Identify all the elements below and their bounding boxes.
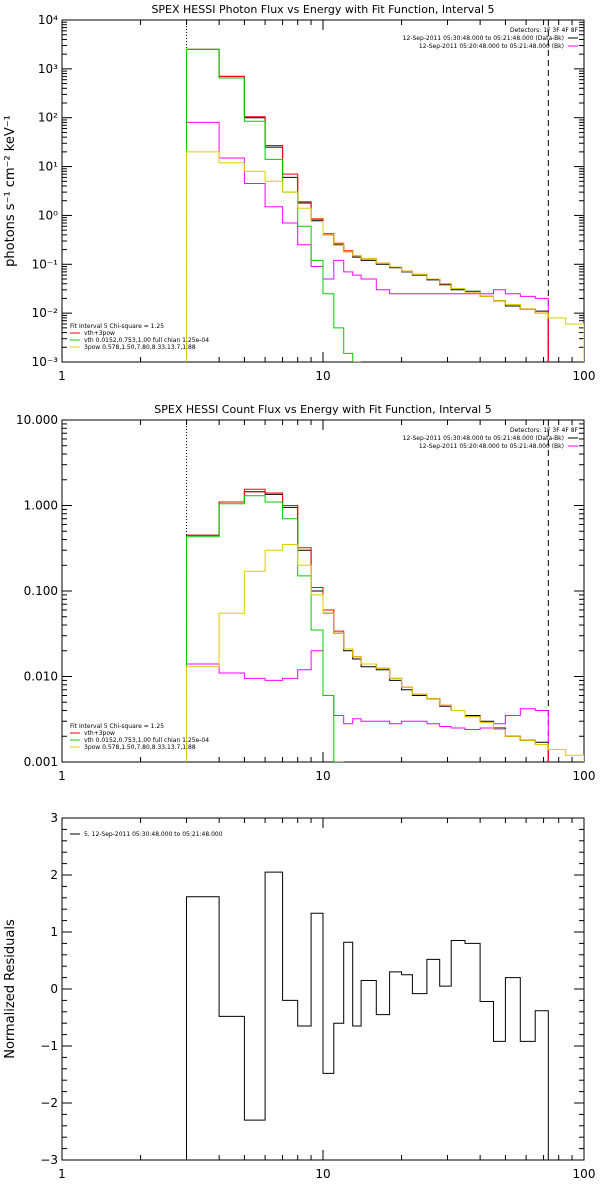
x-tick-label: 10 <box>315 1167 330 1181</box>
y-tick-label: 0 <box>50 982 58 996</box>
x-tick-label: 100 <box>573 1167 596 1181</box>
series-line-3pow <box>186 151 584 362</box>
chart-title: SPEX HESSI Count Flux vs Energy with Fit… <box>154 403 491 416</box>
series-group <box>186 488 584 762</box>
y-tick-label: 3 <box>50 811 58 825</box>
y-tick-label: 1 <box>50 925 58 939</box>
x-tick-label: 10 <box>315 769 330 783</box>
y-tick-label: 10.000 <box>16 413 58 427</box>
y-tick-label: 10⁻² <box>32 306 59 320</box>
series-group <box>186 871 549 1160</box>
y-tick-label: 10¹ <box>38 160 58 174</box>
legend-entry: 12-Sep-2011 05:30:48.000 to 05:21:48.000… <box>403 435 564 442</box>
y-tick-label: 10⁻¹ <box>32 257 59 271</box>
chart-title: SPEX HESSI Photon Flux vs Energy with Fi… <box>151 3 494 16</box>
legend-entry: 12-Sep-2011 05:20:48.000 to 05:21:48.000… <box>419 443 564 450</box>
plot-frame <box>61 19 585 363</box>
y-tick-label: 0.100 <box>24 584 58 598</box>
y-tick-label: −3 <box>40 1153 58 1167</box>
y-axis-label: Normalized Residuals <box>3 919 18 1059</box>
fit-legend-entry: vth 0.0152,0.753,1.00 full chian 1.25e-0… <box>84 337 209 344</box>
y-tick-label: 1.000 <box>24 499 58 513</box>
x-tick-label: 100 <box>573 369 596 383</box>
y-tick-label: 0.001 <box>24 755 58 769</box>
x-tick-label: 1 <box>58 769 66 783</box>
series-line-data-bk <box>186 48 549 362</box>
y-tick-label: 10⁻³ <box>32 355 59 369</box>
fit-legend-header: Fit Interval 5 Chi-square = 1.25 <box>70 723 164 730</box>
series-line-5-12-sep-2011-05-30-48-000-to-05-21-48-000 <box>186 871 549 1160</box>
legend-entry: 5, 12-Sep-2011 05:30:48.000 to 05:21:48.… <box>84 831 223 838</box>
series-group <box>186 48 584 362</box>
legend-entry: 12-Sep-2011 05:30:48.000 to 05:21:48.000… <box>403 35 564 42</box>
x-tick-label: 100 <box>573 769 596 783</box>
series-line-bk <box>186 650 549 762</box>
x-tick-label: 10 <box>315 369 330 383</box>
y-tick-label: −1 <box>40 1039 58 1053</box>
series-line-bk <box>186 121 549 362</box>
count-flux-panel: SPEX HESSI Count Flux vs Energy with Fit… <box>16 403 595 783</box>
y-tick-label: −2 <box>40 1096 58 1110</box>
y-tick-label: 10² <box>38 111 58 125</box>
x-tick-label: 1 <box>58 1167 66 1181</box>
y-tick-label: 2 <box>50 868 58 882</box>
legend-entry: 12-Sep-2011 05:20:48.000 to 05:21:48.000… <box>419 43 564 50</box>
series-line-3pow <box>186 544 584 762</box>
fit-legend-entry: vth+3pow <box>84 730 115 737</box>
residuals-panel: Normalized Residuals 1 10 100 −3 −2 −1 0 1 2 3 5, 1… <box>3 811 595 1181</box>
y-tick-label: 10⁰ <box>38 208 58 222</box>
legend-header: Detectors: 1F 3F 4F 8F <box>510 27 579 34</box>
x-tick-label: 1 <box>58 369 66 383</box>
series-line-vth <box>186 495 344 762</box>
photon-flux-panel: SPEX HESSI Photon Flux vs Energy with Fi… <box>3 3 595 383</box>
series-line-vth <box>186 48 362 362</box>
y-axis-label: photons s⁻¹ cm⁻² keV⁻¹ <box>3 115 18 267</box>
fit-legend-entry: vth+3pow <box>84 330 115 337</box>
legend-header: Detectors: 1F 3F 4F 8F <box>510 427 579 434</box>
fit-legend-entry: 3pow 0.578,1.50,7.80,8.33,13.7,1.88 <box>84 344 196 351</box>
series-line-vth-3pow <box>186 48 549 362</box>
y-tick-label: 10⁴ <box>38 13 58 27</box>
y-tick-label: 10³ <box>38 62 58 76</box>
fit-legend-entry: vth 0.0152,0.753,1.00 full chian 1.25e-0… <box>84 737 209 744</box>
fit-legend-entry: 3pow 0.578,1.50,7.80,8.33,13.7,1.88 <box>84 744 196 751</box>
y-tick-label: 0.010 <box>24 670 58 684</box>
fit-legend-header: Fit Interval 5 Chi-square = 1.25 <box>70 323 164 330</box>
